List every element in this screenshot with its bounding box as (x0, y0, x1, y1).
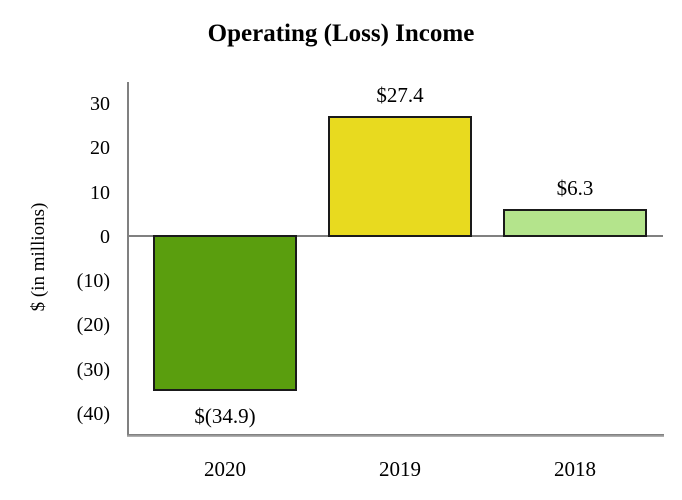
y-tick-label: (30) (76, 358, 110, 381)
y-tick-label: 20 (90, 137, 110, 160)
category-label-2019: 2019 (379, 457, 421, 481)
value-label-2019: $27.4 (376, 83, 424, 107)
bar-2018 (503, 209, 647, 237)
y-tick-label: 0 (100, 225, 110, 248)
y-axis-line (127, 82, 129, 436)
value-label-2020: $(34.9) (194, 404, 256, 428)
bar-2020 (153, 235, 297, 391)
y-tick-label: 10 (90, 181, 110, 204)
category-label-2020: 2020 (204, 457, 246, 481)
value-label-2018: $6.3 (556, 176, 594, 200)
bar-2019 (328, 116, 472, 237)
category-label-2018: 2018 (554, 457, 596, 481)
y-tick-label: (40) (76, 402, 110, 425)
y-tick-label: (20) (76, 314, 110, 337)
y-tick-label: (10) (76, 270, 110, 293)
chart-title: Operating (Loss) Income (207, 20, 475, 47)
x-axis-bottom-border (127, 434, 664, 437)
y-tick-label: 30 (90, 93, 110, 116)
